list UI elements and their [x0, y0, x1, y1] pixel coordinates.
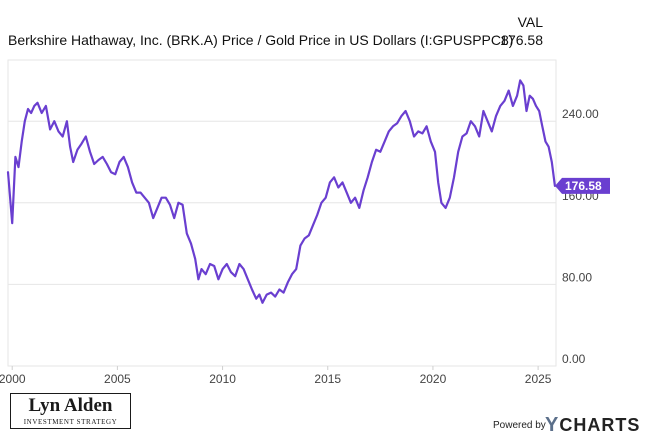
ycharts-logo: YCHARTS	[545, 414, 640, 437]
current-value: 176.58	[500, 32, 543, 48]
x-tick-label: 2020	[420, 372, 447, 386]
grid-lines	[8, 120, 556, 285]
last-value-flag	[555, 177, 610, 194]
last-value-label: 176.58	[565, 179, 602, 193]
powered-by-label: Powered by	[493, 420, 546, 431]
ycharts-text: CHARTS	[559, 415, 641, 435]
x-tick-label: 2010	[209, 372, 236, 386]
ycharts-y: Y	[545, 414, 560, 436]
x-tick-label: 2000	[0, 372, 26, 386]
x-axis-ticks: 2000 2005 2010 2015 2020 2025	[0, 366, 552, 386]
logo-name: Lyn Alden	[28, 395, 113, 416]
x-tick-label: 2015	[314, 372, 341, 386]
x-tick-label: 2025	[525, 372, 552, 386]
lyn-alden-logo: Lyn Alden INVESTMENT STRATEGY	[10, 393, 131, 429]
series-line	[6, 79, 556, 304]
y-tick-label: 240.00	[562, 107, 599, 121]
value-column-label: VAL	[517, 14, 543, 30]
logo-subtitle: INVESTMENT STRATEGY	[23, 418, 118, 426]
y-tick-label: 0.00	[562, 352, 586, 366]
last-value-marker: 176.58	[555, 177, 610, 194]
y-tick-label: 80.00	[562, 270, 592, 284]
x-tick-label: 2005	[104, 372, 131, 386]
chart-title: Berkshire Hathaway, Inc. (BRK.A) Price /…	[8, 32, 514, 48]
plot-frame	[7, 59, 557, 367]
